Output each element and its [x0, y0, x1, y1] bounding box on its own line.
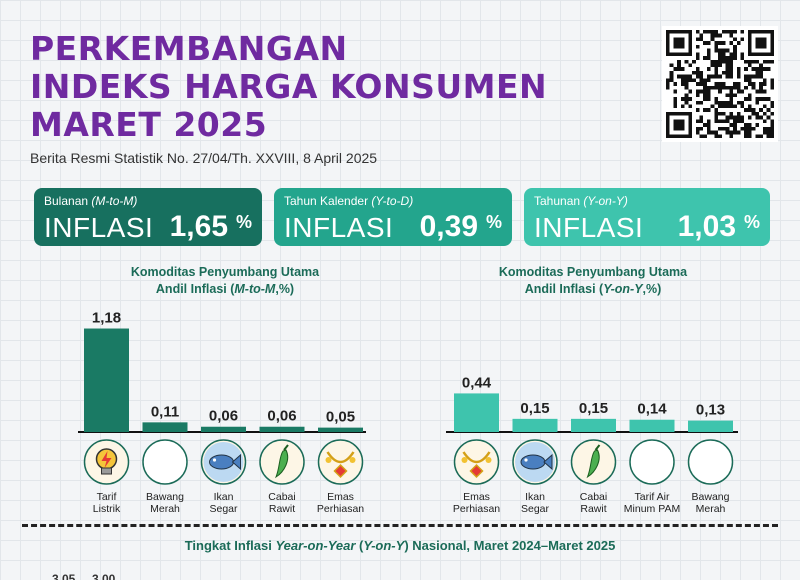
category-label: Tarif Listrik — [93, 491, 121, 515]
fish-icon — [512, 439, 558, 485]
page-subtitle: Berita Resmi Statistik No. 27/04/Th. XXV… — [30, 150, 378, 166]
card-period-label: Tahunan (Y-on-Y) — [534, 194, 628, 208]
card-period-label: Tahun Kalender (Y-to-D) — [284, 194, 414, 208]
title-line-1: PERKEMBANGAN — [30, 29, 348, 68]
bar-value-label: 0,06 — [267, 408, 296, 425]
category-label: Tarif Air Minum PAM — [624, 491, 680, 515]
bar-ikan-segar — [512, 418, 558, 432]
bar-bawang-merah — [688, 420, 733, 432]
chili-icon — [259, 439, 305, 485]
footer-divider — [22, 524, 778, 527]
card-inflation-ytd: Tahun Kalender (Y-to-D) INFLASI 0,39 % — [274, 188, 512, 246]
card-unit: % — [743, 212, 760, 232]
bar-value-label: 0,44 — [462, 374, 492, 391]
card-inflation-mtm: Bulanan (M-to-M) INFLASI 1,65 % — [34, 188, 262, 246]
bar-value-label: 0,13 — [696, 402, 725, 419]
title-line-3: MARET 2025 — [30, 105, 268, 144]
bar-tarif-air-minum-pam — [629, 419, 675, 432]
fish-icon — [200, 439, 247, 485]
category-label: Bawang Merah — [146, 491, 184, 515]
bar-value-label: 0,06 — [209, 408, 238, 425]
gold-necklace-icon — [453, 439, 500, 485]
bar-value-label: 0,15 — [579, 400, 608, 417]
category-label: Emas Perhiasan — [453, 491, 500, 515]
bar-value-label: 0,14 — [637, 401, 667, 418]
footer-caption: Tingkat Inflasi Year-on-Year (Y-on-Y) Na… — [184, 538, 616, 553]
card-unit: % — [485, 212, 502, 232]
card-value: 1,03 — [677, 210, 736, 243]
category-label: Emas Perhiasan — [317, 491, 364, 515]
bar-value-label: 0,05 — [326, 409, 355, 426]
card-value: 0,39 — [419, 210, 478, 243]
chart-title-mtm: Komoditas Penyumbang Utama Andil Inflasi… — [130, 265, 320, 296]
bar-ikan-segar — [201, 426, 246, 432]
chart-title-yoy: Komoditas Penyumbang Utama Andil Inflasi… — [498, 265, 688, 296]
water-tap-icon — [629, 439, 675, 485]
bar-bawang-merah — [142, 422, 188, 432]
card-unit: % — [235, 212, 252, 232]
qr-code-icon[interactable] — [662, 26, 778, 142]
card-keyword: INFLASI — [44, 212, 154, 243]
title-line-2: INDEKS HARGA KONSUMEN — [30, 67, 548, 106]
category-label: Ikan Segar — [521, 491, 550, 515]
bar-tarif-listrik — [84, 328, 129, 432]
peek-value-2: 3,00 — [92, 572, 116, 580]
bar-value-label: 0,11 — [151, 403, 179, 420]
bar-emas-perhiasan — [318, 427, 363, 432]
onion-icon — [687, 439, 734, 485]
bar-emas-perhiasan — [454, 393, 499, 432]
peek-value-1: 3,05 — [52, 572, 76, 580]
bar-cabai-rawit — [571, 418, 616, 432]
onion-icon — [142, 439, 188, 485]
lightning-bulb-icon — [83, 439, 130, 485]
card-inflation-yoy: Tahunan (Y-on-Y) INFLASI 1,03 % — [524, 188, 770, 246]
category-label: Bawang Merah — [692, 491, 730, 515]
card-value: 1,65 — [169, 210, 228, 243]
page-title: PERKEMBANGAN INDEKS HARGA KONSUMEN MARET… — [30, 30, 650, 144]
card-period-label: Bulanan (M-to-M) — [44, 194, 138, 208]
category-label: Ikan Segar — [209, 491, 238, 515]
category-label: Cabai Rawit — [268, 491, 295, 515]
bar-cabai-rawit — [259, 426, 305, 432]
gold-necklace-icon — [317, 439, 364, 485]
bar-value-label: 0,15 — [520, 400, 549, 417]
category-label: Cabai Rawit — [580, 491, 607, 515]
bar-value-label: 1,18 — [92, 310, 121, 327]
card-keyword: INFLASI — [284, 212, 394, 243]
chili-icon — [570, 439, 617, 485]
card-keyword: INFLASI — [534, 212, 644, 243]
